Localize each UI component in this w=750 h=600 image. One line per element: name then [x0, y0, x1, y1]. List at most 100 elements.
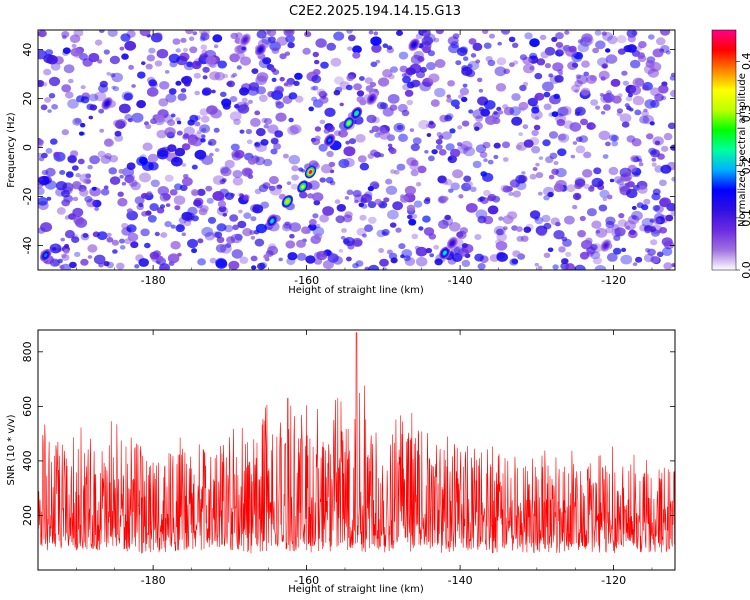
heatmap-speckle: [555, 221, 561, 227]
heatmap-speckle: [389, 222, 397, 228]
heatmap-speckle: [580, 89, 590, 97]
heatmap-speckle: [220, 243, 232, 254]
heatmap-speckle: [289, 233, 295, 239]
heatmap-speckle: [77, 158, 85, 165]
heatmap-speckle: [395, 227, 402, 233]
heatmap-speckle: [224, 192, 234, 200]
heatmap-speckle: [145, 63, 153, 70]
heatmap-speckle: [238, 209, 243, 214]
heatmap-speckle: [617, 48, 626, 55]
heatmap-speckle: [462, 83, 468, 88]
heatmap-speckle: [629, 85, 642, 96]
heatmap-speckle: [518, 132, 523, 137]
heatmap-speckle: [454, 105, 460, 110]
heatmap-speckle: [461, 120, 470, 127]
heatmap-speckle: [106, 232, 112, 237]
heatmap-speckle: [637, 52, 645, 59]
heatmap-speckle: [187, 238, 198, 249]
heatmap-speckle: [605, 141, 611, 147]
heatmap-speckle: [478, 88, 484, 93]
heatmap-speckle: [642, 84, 649, 91]
heatmap-speckle: [156, 48, 169, 59]
heatmap-speckle: [448, 188, 454, 193]
heatmap-speckle: [647, 68, 660, 78]
heatmap-speckle: [71, 165, 79, 171]
heatmap-speckle: [119, 238, 125, 244]
heatmap-speckle: [311, 138, 321, 146]
heatmap-speckle: [611, 134, 619, 142]
heatmap-speckle: [419, 66, 427, 73]
heatmap-speckle: [333, 31, 345, 41]
heatmap-speckle: [474, 234, 482, 240]
heatmap-speckle: [524, 32, 533, 40]
heatmap-speckle: [61, 254, 70, 261]
heatmap-speckle: [294, 72, 303, 80]
heatmap-speckle: [460, 140, 473, 151]
heatmap-speckle: [574, 89, 579, 93]
heatmap-speckle: [447, 80, 455, 87]
heatmap-speckle: [523, 226, 532, 233]
heatmap-speckle: [412, 79, 421, 87]
heatmap-speckle: [523, 139, 534, 148]
heatmap-speckle: [427, 50, 435, 57]
heatmap-speckle: [650, 99, 660, 108]
heatmap-speckle: [361, 203, 368, 209]
heatmap-speckle: [61, 84, 72, 93]
heatmap-speckle: [74, 118, 82, 124]
heatmap-speckle: [665, 50, 671, 55]
heatmap-speckle: [217, 200, 227, 208]
heatmap-speckle: [459, 87, 470, 96]
heatmap-speckle: [370, 149, 378, 156]
heatmap-speckle: [508, 191, 514, 196]
heatmap-speckle: [553, 93, 560, 100]
heatmap-speckle: [275, 112, 287, 122]
heatmap-speckle: [461, 182, 472, 192]
heatmap-speckle: [495, 83, 507, 92]
heatmap-speckle: [61, 199, 71, 207]
heatmap-speckle: [201, 115, 210, 123]
heatmap-speckle: [461, 96, 468, 103]
heatmap-speckle: [141, 211, 148, 217]
heatmap-speckle: [266, 30, 277, 37]
heatmap-speckle: [211, 89, 216, 94]
heatmap-speckle: [284, 51, 291, 56]
heatmap-speckle: [637, 185, 648, 194]
heatmap-speckle: [242, 195, 249, 201]
heatmap-speckle: [373, 31, 379, 36]
heatmap-speckle: [509, 62, 515, 68]
heatmap-speckle: [632, 77, 645, 88]
heatmap-speckle: [185, 212, 195, 221]
heatmap-speckle: [250, 255, 258, 262]
heatmap-speckle: [548, 131, 559, 139]
heatmap-speckle: [69, 261, 77, 269]
heatmap-speckle: [93, 254, 106, 265]
heatmap-speckle: [62, 50, 69, 56]
heatmap-speckle: [404, 89, 414, 97]
heatmap-speckle: [428, 120, 434, 125]
heatmap-speckle: [583, 151, 592, 159]
heatmap-speckle: [347, 46, 353, 51]
heatmap-speckle: [59, 170, 66, 175]
heatmap-speckle: [656, 37, 666, 46]
heatmap-speckle: [183, 126, 195, 136]
heatmap-speckle: [131, 84, 136, 88]
heatmap-speckle: [456, 142, 463, 147]
heatmap-speckle: [48, 93, 56, 99]
heatmap-speckle: [97, 59, 103, 64]
heatmap-speckle: [502, 185, 511, 193]
heatmap-speckle: [64, 230, 75, 239]
heatmap-speckle: [160, 146, 171, 155]
heatmap-speckle: [501, 141, 511, 149]
heatmap-speckle: [543, 186, 554, 196]
heatmap-speckle: [182, 134, 189, 140]
heatmap-speckle: [531, 106, 540, 114]
heatmap-feature: [101, 97, 113, 110]
heatmap-speckle: [631, 210, 643, 221]
heatmap-speckle: [368, 264, 380, 270]
heatmap-speckle: [201, 134, 206, 139]
heatmap-speckle: [627, 181, 635, 188]
heatmap-speckle: [553, 161, 559, 165]
heatmap-speckle: [180, 88, 187, 93]
heatmap-speckle: [529, 52, 538, 60]
heatmap-speckle: [493, 225, 506, 236]
